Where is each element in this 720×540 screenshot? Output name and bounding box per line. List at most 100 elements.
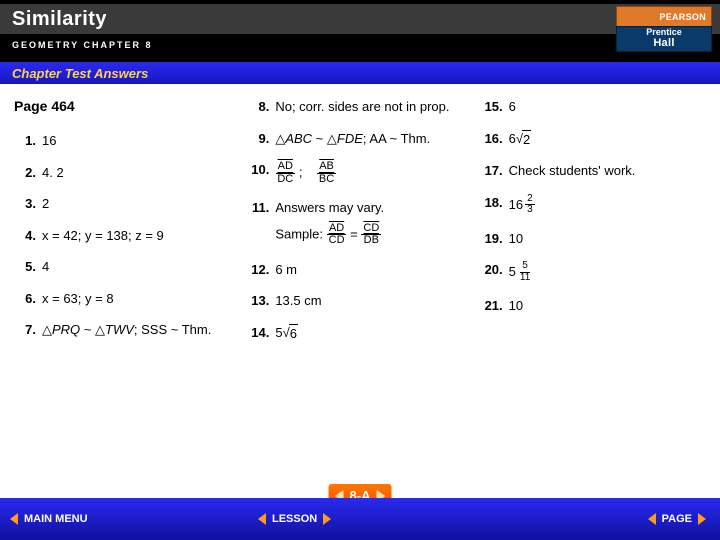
answer-10: 10. ADDC ; ABBC: [247, 161, 472, 185]
answer-body: Sample: ADCD = CDDB: [275, 223, 472, 247]
answer-21: 21. 10: [481, 297, 706, 315]
column-1: Page 464 1. 16 2. 4. 2 3. 2 4. x = 42; y…: [14, 98, 239, 342]
answer-num: 4.: [14, 227, 36, 245]
answer-body: △PRQ ~ △TWV; SSS ~ Thm.: [42, 321, 239, 339]
answer-body: 5 511: [509, 261, 706, 283]
answer-body: 6: [509, 98, 706, 116]
answer-body: 16 23: [509, 194, 706, 216]
answer-body: 10: [509, 230, 706, 248]
triangle-icon: △: [42, 322, 52, 337]
sqrt-icon: √2: [516, 130, 531, 149]
answer-num: 21.: [481, 297, 503, 315]
answer-20: 20. 5 511: [481, 261, 706, 283]
fraction: ADCD: [327, 223, 347, 247]
answer-17: 17. Check students' work.: [481, 162, 706, 180]
slide: Similarity GEOMETRY CHAPTER 8 PEARSON Pr…: [0, 0, 720, 540]
content-area: Page 464 1. 16 2. 4. 2 3. 2 4. x = 42; y…: [0, 84, 720, 498]
main-menu-button[interactable]: MAIN MENU: [10, 513, 88, 525]
answer-14: 14. 5√6: [247, 324, 472, 343]
chevron-left-icon: [10, 513, 18, 525]
answer-1: 1. 16: [14, 132, 239, 150]
answer-15: 15. 6: [481, 98, 706, 116]
answer-num: 3.: [14, 195, 36, 213]
answer-num: 13.: [247, 292, 269, 310]
answer-19: 19. 10: [481, 230, 706, 248]
answer-num: 16.: [481, 130, 503, 148]
answer-11: 11. Answers may vary.: [247, 199, 472, 217]
answer-body: △ABC ~ △FDE; AA ~ Thm.: [275, 130, 472, 148]
answer-body: 6√2: [509, 130, 706, 149]
lesson-nav[interactable]: LESSON: [258, 513, 331, 525]
answer-12: 12. 6 m: [247, 261, 472, 279]
answer-13: 13. 13.5 cm: [247, 292, 472, 310]
answer-body: Answers may vary.: [275, 199, 472, 217]
answer-body: 16: [42, 132, 239, 150]
answer-body: x = 42; y = 138; z = 9: [42, 227, 239, 245]
answer-body: Check students' work.: [509, 162, 706, 180]
answer-num: 8.: [247, 98, 269, 116]
answer-7: 7. △PRQ ~ △TWV; SSS ~ Thm.: [14, 321, 239, 339]
answer-num: 11.: [247, 199, 269, 217]
answer-3: 3. 2: [14, 195, 239, 213]
answer-num: 19.: [481, 230, 503, 248]
fraction: CDDB: [361, 223, 381, 247]
answer-body: x = 63; y = 8: [42, 290, 239, 308]
fraction: 23: [525, 194, 535, 216]
answer-body: No; corr. sides are not in prop.: [275, 98, 472, 116]
brand-line2: Hall: [653, 37, 674, 49]
answer-5: 5. 4: [14, 258, 239, 276]
triangle-icon: △: [275, 131, 285, 146]
prentice-hall-label: Prentice Hall: [616, 26, 712, 52]
page-label: PAGE: [662, 513, 692, 525]
answer-11-sample: Sample: ADCD = CDDB: [247, 223, 472, 247]
footer-bar: MAIN MENU LESSON PAGE: [0, 498, 720, 540]
answer-body: ADDC ; ABBC: [275, 161, 472, 185]
chevron-left-icon[interactable]: [258, 513, 266, 525]
lesson-label: LESSON: [272, 513, 317, 525]
answer-body: 13.5 cm: [275, 292, 472, 310]
answer-num: 14.: [247, 324, 269, 342]
fraction: 511: [518, 261, 532, 283]
header: Similarity GEOMETRY CHAPTER 8 PEARSON Pr…: [0, 0, 720, 62]
answer-num: 12.: [247, 261, 269, 279]
page-title: Similarity: [12, 8, 107, 31]
section-bar: Chapter Test Answers: [0, 62, 720, 84]
brand-line1: Prentice: [646, 28, 682, 37]
answer-body: 6 m: [275, 261, 472, 279]
answer-num: 20.: [481, 261, 503, 279]
fraction: ADDC: [275, 161, 295, 185]
answer-16: 16. 6√2: [481, 130, 706, 149]
answer-num: 15.: [481, 98, 503, 116]
chevron-right-icon[interactable]: [323, 513, 331, 525]
column-3: 15. 6 16. 6√2 17. Check students' work. …: [481, 98, 706, 342]
sqrt-icon: √6: [283, 324, 298, 343]
answer-num: 7.: [14, 321, 36, 339]
answer-2: 2. 4. 2: [14, 164, 239, 182]
answer-body: 2: [42, 195, 239, 213]
page-nav[interactable]: PAGE: [648, 513, 706, 525]
answer-4: 4. x = 42; y = 138; z = 9: [14, 227, 239, 245]
answer-8: 8. No; corr. sides are not in prop.: [247, 98, 472, 116]
answer-num: 2.: [14, 164, 36, 182]
title-band: Similarity: [0, 4, 720, 34]
publisher-badge: PEARSON Prentice Hall: [616, 6, 712, 52]
answer-body: 4. 2: [42, 164, 239, 182]
chevron-right-icon[interactable]: [698, 513, 706, 525]
answer-num: 9.: [247, 130, 269, 148]
answer-18: 18. 16 23: [481, 194, 706, 216]
pearson-label: PEARSON: [616, 6, 712, 26]
answer-6: 6. x = 63; y = 8: [14, 290, 239, 308]
answer-num: 18.: [481, 194, 503, 212]
answer-body: 5√6: [275, 324, 472, 343]
answer-9: 9. △ABC ~ △FDE; AA ~ Thm.: [247, 130, 472, 148]
fraction: ABBC: [317, 161, 336, 185]
answer-num: 1.: [14, 132, 36, 150]
page-number-label: Page 464: [14, 98, 239, 114]
chevron-left-icon[interactable]: [648, 513, 656, 525]
column-2: 8. No; corr. sides are not in prop. 9. △…: [247, 98, 472, 342]
answer-num: 5.: [14, 258, 36, 276]
answer-num: 10.: [247, 161, 269, 179]
answer-num: 17.: [481, 162, 503, 180]
answer-body: 10: [509, 297, 706, 315]
answer-body: 4: [42, 258, 239, 276]
